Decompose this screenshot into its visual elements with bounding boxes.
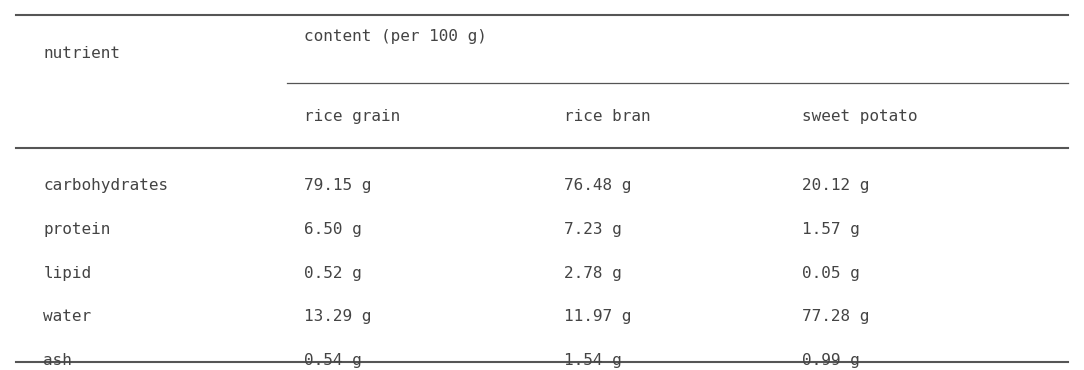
Text: rice bran: rice bran	[564, 109, 650, 124]
Text: carbohydrates: carbohydrates	[43, 178, 168, 193]
Text: lipid: lipid	[43, 266, 91, 280]
Text: 79.15 g: 79.15 g	[304, 178, 371, 193]
Text: 77.28 g: 77.28 g	[802, 309, 869, 324]
Text: rice grain: rice grain	[304, 109, 400, 124]
Text: content (per 100 g): content (per 100 g)	[304, 30, 487, 44]
Text: 1.57 g: 1.57 g	[802, 222, 860, 237]
Text: 0.99 g: 0.99 g	[802, 353, 860, 368]
Text: 13.29 g: 13.29 g	[304, 309, 371, 324]
Text: ash: ash	[43, 353, 73, 368]
Text: 2.78 g: 2.78 g	[564, 266, 621, 280]
Text: 1.54 g: 1.54 g	[564, 353, 621, 368]
Text: 76.48 g: 76.48 g	[564, 178, 631, 193]
Text: 7.23 g: 7.23 g	[564, 222, 621, 237]
Text: 0.52 g: 0.52 g	[304, 266, 361, 280]
Text: water: water	[43, 309, 91, 324]
Text: nutrient: nutrient	[43, 46, 120, 61]
Text: 0.05 g: 0.05 g	[802, 266, 860, 280]
Text: 6.50 g: 6.50 g	[304, 222, 361, 237]
Text: 20.12 g: 20.12 g	[802, 178, 869, 193]
Text: protein: protein	[43, 222, 111, 237]
Text: 0.54 g: 0.54 g	[304, 353, 361, 368]
Text: sweet potato: sweet potato	[802, 109, 918, 124]
Text: 11.97 g: 11.97 g	[564, 309, 631, 324]
